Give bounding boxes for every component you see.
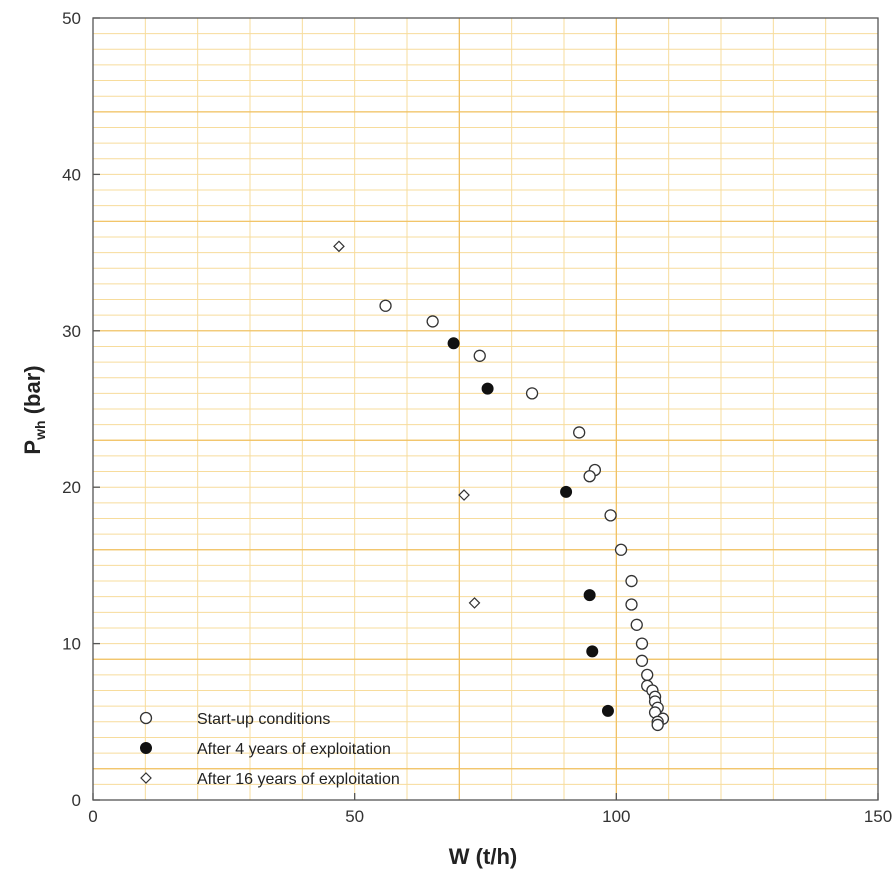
data-point: [583, 470, 596, 483]
legend-marker: [140, 742, 152, 754]
data-point: [447, 337, 460, 350]
x-axis-title: W (t/h): [449, 844, 517, 869]
data-point: [625, 574, 638, 588]
data-point: [586, 645, 599, 658]
y-axis-ticks: 0 10 20 30 40 50: [62, 9, 100, 810]
data-point: [635, 637, 649, 650]
y-axis-title-unit: (bar): [20, 365, 45, 420]
data-point: [604, 509, 617, 522]
x-tick-label: 100: [602, 807, 630, 826]
y-tick-label: 30: [62, 322, 81, 341]
data-point: [473, 349, 486, 362]
data-point: [630, 618, 643, 631]
y-tick-label: 40: [62, 165, 81, 184]
x-tick-label: 150: [864, 807, 892, 826]
data-point: [379, 299, 392, 312]
legend: Start-up conditions After 4 years of expl…: [139, 711, 400, 788]
data-point: [481, 382, 494, 395]
y-tick-label: 20: [62, 478, 81, 497]
y-axis-title-subscript: wh: [32, 420, 48, 440]
y-axis-title: Pwh (bar): [20, 365, 48, 454]
data-point: [468, 597, 481, 609]
data-point: [601, 704, 614, 717]
y-tick-label: 10: [62, 635, 81, 654]
x-tick-label: 0: [88, 807, 97, 826]
legend-label: After 16 years of exploitation: [197, 771, 400, 788]
legend-label: Start-up conditions: [197, 711, 330, 728]
y-axis-title-main: P: [20, 440, 45, 455]
data-point: [525, 387, 539, 400]
data-point: [651, 718, 664, 732]
data-points: [333, 240, 670, 732]
data-point: [583, 589, 596, 602]
data-point: [573, 426, 586, 439]
data-point: [614, 543, 628, 556]
data-point: [333, 240, 345, 253]
legend-marker: [139, 711, 153, 725]
x-tick-label: 50: [345, 807, 364, 826]
data-point: [458, 489, 470, 501]
data-point: [635, 654, 649, 667]
legend-marker: [140, 772, 152, 784]
major-grid: [93, 18, 878, 800]
data-point: [641, 668, 654, 682]
data-point: [426, 315, 439, 328]
x-axis-ticks: 0 50 100 150: [88, 793, 892, 826]
plot-frame: [92, 17, 879, 801]
legend-label: After 4 years of exploitation: [197, 741, 391, 758]
data-point: [560, 485, 573, 498]
y-tick-label: 0: [72, 791, 81, 810]
y-tick-label: 50: [62, 9, 81, 28]
minor-grid: [92, 17, 879, 801]
data-point: [625, 598, 638, 611]
